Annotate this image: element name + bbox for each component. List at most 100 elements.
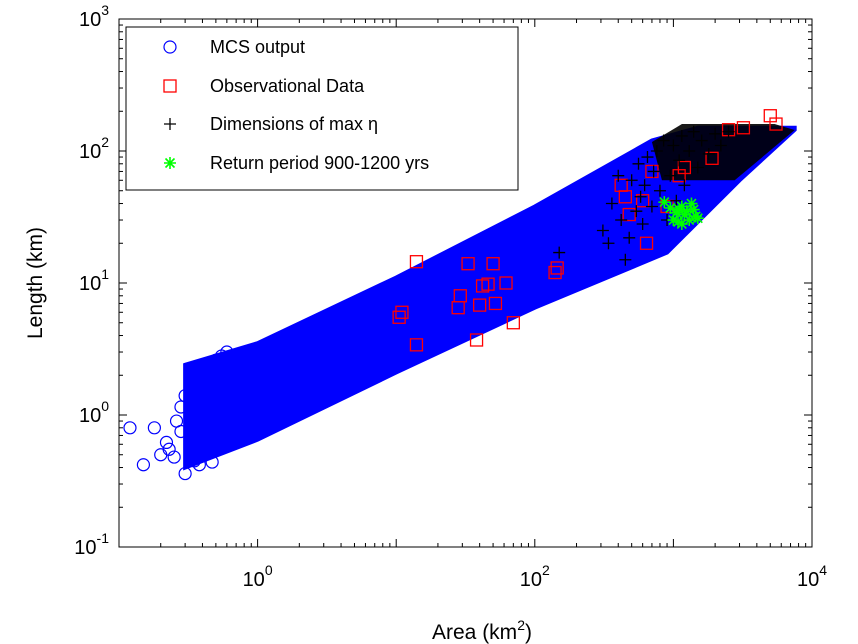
y-axis-label: Length (km) bbox=[24, 227, 47, 339]
max-eta-point bbox=[695, 134, 708, 147]
max-eta-point bbox=[630, 205, 643, 218]
max-eta-point bbox=[670, 194, 683, 207]
mcs-output-point bbox=[187, 405, 202, 419]
x-axis-label-text: Area (km bbox=[432, 621, 517, 644]
max-eta-point bbox=[650, 145, 663, 157]
mcs-output-point bbox=[174, 400, 188, 414]
y-tick-label-base: 10 bbox=[79, 9, 101, 31]
observational-data-point bbox=[677, 160, 692, 175]
x-axis-label-sup: 2 bbox=[517, 617, 525, 633]
x-tick-label-base: 10 bbox=[797, 569, 819, 591]
mcs-output-point bbox=[174, 424, 188, 439]
return-period-point bbox=[658, 196, 671, 209]
max-eta-point bbox=[653, 184, 666, 197]
return-period-point bbox=[675, 200, 688, 213]
return-period-point bbox=[675, 217, 688, 230]
x-tick-label: 102 bbox=[520, 562, 550, 591]
max-eta-point bbox=[687, 125, 700, 138]
max-eta-point bbox=[553, 246, 566, 259]
legend-label-dimensions-max-eta: Dimensions of max η bbox=[210, 114, 378, 134]
observational-data-point bbox=[453, 289, 467, 303]
y-tick-label-exp: 3 bbox=[101, 2, 109, 18]
observational-data-point bbox=[486, 257, 500, 271]
observational-data-point bbox=[548, 265, 562, 280]
return-period-point bbox=[680, 205, 693, 218]
max-eta-point bbox=[638, 179, 651, 192]
legend-label-return-period: Return period 900-1200 yrs bbox=[210, 153, 429, 173]
max-eta-point bbox=[647, 165, 660, 178]
observational-data-point bbox=[769, 117, 783, 131]
max-eta-point bbox=[702, 147, 715, 160]
return-period-point bbox=[687, 203, 700, 216]
observational-data-point bbox=[639, 236, 654, 250]
mcs-output-point bbox=[159, 435, 174, 450]
observational-data-point bbox=[472, 298, 487, 312]
legend-marker-plus bbox=[164, 118, 176, 130]
observational-data-point bbox=[499, 276, 513, 290]
return-period-point bbox=[664, 201, 677, 214]
observational-data-point bbox=[409, 338, 424, 352]
legend-marker-star bbox=[164, 157, 176, 169]
observational-data-point bbox=[469, 333, 484, 347]
max-eta-point bbox=[678, 179, 691, 192]
return-period-point bbox=[672, 215, 685, 228]
legend: MCS output Observational Data Dimensions… bbox=[125, 26, 519, 191]
max-eta-point bbox=[636, 217, 649, 230]
y-tick-label: 101 bbox=[79, 266, 109, 295]
observational-data-point bbox=[488, 296, 503, 311]
mcs-output-point bbox=[187, 454, 202, 468]
x-tick-label-exp: 2 bbox=[542, 562, 550, 578]
max-eta-dense-region bbox=[651, 124, 795, 181]
max-eta-point bbox=[634, 190, 647, 203]
mcs-output-point bbox=[205, 455, 219, 469]
mcs-output-point bbox=[195, 373, 210, 387]
max-eta-point bbox=[602, 237, 615, 250]
series-layer bbox=[123, 109, 795, 481]
x-axis-label-tail: ) bbox=[525, 621, 532, 644]
y-tick-label: 103 bbox=[79, 2, 109, 31]
mcs-output-point bbox=[123, 421, 137, 435]
mcs-output-point bbox=[178, 466, 192, 481]
max-eta-point bbox=[615, 214, 628, 227]
observational-data-point bbox=[705, 151, 719, 165]
observational-data-point bbox=[550, 261, 564, 275]
max-eta-point bbox=[623, 231, 636, 244]
max-eta-point bbox=[714, 139, 727, 152]
max-eta-point bbox=[691, 161, 704, 174]
observational-data-point bbox=[392, 310, 406, 324]
max-eta-point bbox=[722, 125, 735, 138]
observational-data-point bbox=[618, 190, 632, 204]
mcs-output-point bbox=[198, 393, 212, 407]
observational-data-point bbox=[736, 121, 751, 135]
observational-data-point bbox=[506, 316, 520, 330]
legend-label-observational-data: Observational Data bbox=[210, 76, 365, 96]
max-eta-point bbox=[612, 169, 625, 182]
observational-data-point bbox=[395, 305, 409, 319]
mcs-output-point bbox=[162, 442, 176, 456]
x-axis-label: Area (km2) bbox=[432, 617, 532, 644]
max-eta-point bbox=[619, 253, 632, 266]
y-tick-label-base: 10 bbox=[79, 273, 101, 295]
y-tick-label-base: 10 bbox=[79, 405, 101, 427]
mcs-output-point bbox=[192, 458, 206, 472]
x-tick-label-exp: 0 bbox=[265, 562, 273, 578]
max-eta-point bbox=[641, 151, 654, 164]
y-tick-label-base: 10 bbox=[74, 537, 96, 559]
return-period-point bbox=[667, 214, 680, 227]
return-period-point bbox=[683, 214, 696, 227]
y-tick-label: 102 bbox=[79, 134, 109, 163]
max-eta-point bbox=[683, 145, 696, 157]
y-tick-label-exp: 1 bbox=[101, 266, 109, 282]
mcs-output-point bbox=[178, 389, 192, 403]
observational-data-point bbox=[636, 194, 650, 208]
y-tick-label: 100 bbox=[79, 398, 109, 427]
max-eta-point bbox=[632, 157, 645, 170]
x-tick-label: 100 bbox=[243, 562, 273, 591]
max-eta-point bbox=[664, 169, 677, 182]
observational-data-point bbox=[481, 277, 495, 291]
return-period-point bbox=[685, 197, 698, 210]
legend-box bbox=[125, 26, 519, 191]
x-tick-label: 104 bbox=[797, 562, 827, 591]
